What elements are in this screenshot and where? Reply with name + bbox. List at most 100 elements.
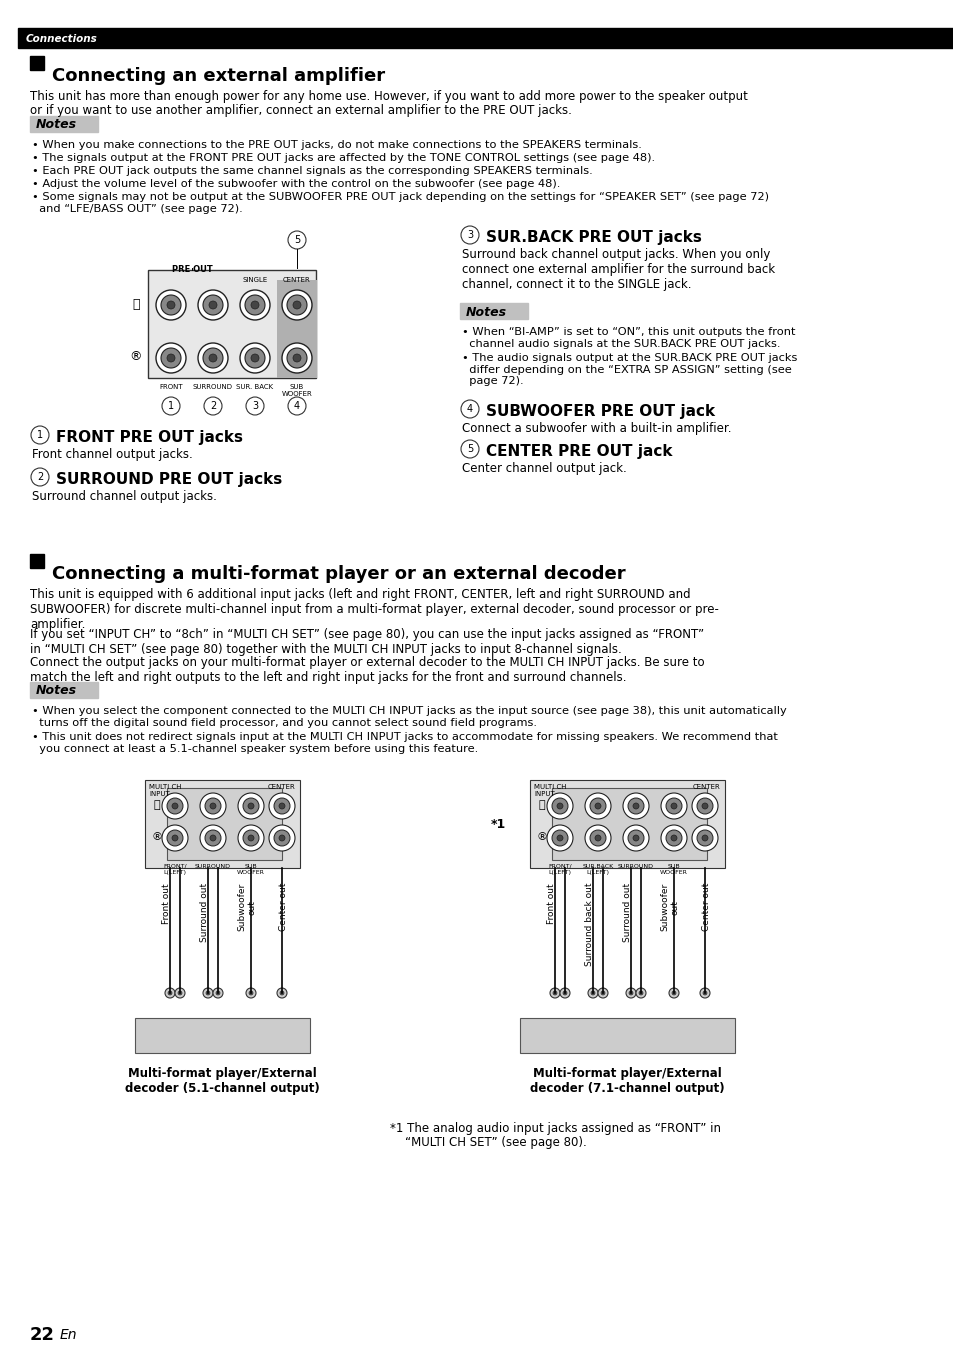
Circle shape xyxy=(237,825,264,851)
Circle shape xyxy=(246,398,264,415)
Circle shape xyxy=(174,988,185,998)
Circle shape xyxy=(622,793,648,820)
Text: • When you select the component connected to the MULTI CH INPUT jacks as the inp: • When you select the component connecte… xyxy=(32,706,786,728)
Circle shape xyxy=(198,342,228,373)
Text: Connect a subwoofer with a built-in amplifier.: Connect a subwoofer with a built-in ampl… xyxy=(461,422,731,435)
Circle shape xyxy=(156,342,186,373)
Circle shape xyxy=(251,301,258,309)
Text: If you set “INPUT CH” to “8ch” in “MULTI CH SET” (see page 80), you can use the : If you set “INPUT CH” to “8ch” in “MULTI… xyxy=(30,628,703,656)
Text: Connecting an external amplifier: Connecting an external amplifier xyxy=(52,67,385,85)
Text: Front out: Front out xyxy=(162,883,172,923)
Text: FRONT/
L(LEFT): FRONT/ L(LEFT) xyxy=(548,864,571,875)
Circle shape xyxy=(162,825,188,851)
Text: 4: 4 xyxy=(466,404,473,414)
Text: • The audio signals output at the SUR.BACK PRE OUT jacks
  differ depending on t: • The audio signals output at the SUR.BA… xyxy=(461,353,797,386)
Text: Surround back out: Surround back out xyxy=(585,883,594,967)
Circle shape xyxy=(178,991,182,995)
Circle shape xyxy=(660,793,686,820)
Text: CENTER PRE OUT jack: CENTER PRE OUT jack xyxy=(485,443,672,460)
Bar xyxy=(276,280,316,377)
Circle shape xyxy=(557,834,562,841)
Text: • When you make connections to the PRE OUT jacks, do not make connections to the: • When you make connections to the PRE O… xyxy=(32,140,641,150)
Text: Center channel output jack.: Center channel output jack. xyxy=(461,462,626,474)
Circle shape xyxy=(660,825,686,851)
Text: Subwoofer
out: Subwoofer out xyxy=(659,883,679,931)
Text: Surround out: Surround out xyxy=(623,883,632,942)
Text: Center out: Center out xyxy=(279,883,288,931)
Circle shape xyxy=(460,439,478,458)
Text: or if you want to use another amplifier, connect an external amplifier to the PR: or if you want to use another amplifier,… xyxy=(30,104,571,117)
Text: • Some signals may not be output at the SUBWOOFER PRE OUT jack depending on the : • Some signals may not be output at the … xyxy=(32,191,768,213)
Text: Multi-format player/External
decoder (5.1-channel output): Multi-format player/External decoder (5.… xyxy=(125,1068,319,1095)
Circle shape xyxy=(552,798,567,814)
Circle shape xyxy=(546,793,573,820)
Circle shape xyxy=(210,834,215,841)
Bar xyxy=(30,116,98,132)
Circle shape xyxy=(670,834,677,841)
Circle shape xyxy=(557,803,562,809)
Bar xyxy=(30,554,44,568)
Text: This unit has more than enough power for any home use. However, if you want to a: This unit has more than enough power for… xyxy=(30,90,747,102)
Circle shape xyxy=(562,991,566,995)
Circle shape xyxy=(460,400,478,418)
Text: ®: ® xyxy=(536,832,547,842)
Text: Connections: Connections xyxy=(26,34,97,44)
Text: Front out: Front out xyxy=(547,883,556,923)
Text: This unit is equipped with 6 additional input jacks (left and right FRONT, CENTE: This unit is equipped with 6 additional … xyxy=(30,588,719,631)
Circle shape xyxy=(278,834,285,841)
Circle shape xyxy=(162,793,188,820)
Circle shape xyxy=(668,988,679,998)
Circle shape xyxy=(167,830,183,847)
Circle shape xyxy=(460,226,478,244)
Circle shape xyxy=(161,348,181,368)
Circle shape xyxy=(550,988,559,998)
Circle shape xyxy=(280,991,284,995)
Text: Notes: Notes xyxy=(36,685,77,697)
Circle shape xyxy=(691,793,718,820)
Circle shape xyxy=(700,988,709,998)
Text: • The signals output at the FRONT PRE OUT jacks are affected by the TONE CONTROL: • The signals output at the FRONT PRE OU… xyxy=(32,154,655,163)
Text: Connecting a multi-format player or an external decoder: Connecting a multi-format player or an e… xyxy=(52,565,625,582)
Bar xyxy=(145,780,299,868)
Circle shape xyxy=(633,803,639,809)
Circle shape xyxy=(276,988,287,998)
Circle shape xyxy=(243,830,258,847)
Text: 3: 3 xyxy=(466,231,473,240)
Text: Ⓛ: Ⓛ xyxy=(132,298,139,310)
Circle shape xyxy=(287,295,307,315)
Circle shape xyxy=(589,830,605,847)
Circle shape xyxy=(248,834,253,841)
Circle shape xyxy=(245,348,265,368)
Circle shape xyxy=(206,991,210,995)
Circle shape xyxy=(636,988,645,998)
Text: Ⓛ: Ⓛ xyxy=(538,799,545,810)
Text: Subwoofer
out: Subwoofer out xyxy=(237,883,256,931)
Circle shape xyxy=(665,830,681,847)
Text: Center out: Center out xyxy=(701,883,711,931)
Bar xyxy=(18,28,953,49)
Circle shape xyxy=(546,825,573,851)
Text: Surround back channel output jacks. When you only
connect one external amplifier: Surround back channel output jacks. When… xyxy=(461,248,774,291)
Circle shape xyxy=(251,355,258,363)
Bar xyxy=(30,682,98,698)
Bar xyxy=(459,303,527,319)
Circle shape xyxy=(269,825,294,851)
Circle shape xyxy=(249,991,253,995)
Circle shape xyxy=(587,988,598,998)
Circle shape xyxy=(167,355,174,363)
Circle shape xyxy=(559,988,569,998)
Circle shape xyxy=(595,803,600,809)
Text: MULTI CH
INPUT: MULTI CH INPUT xyxy=(149,785,181,797)
Circle shape xyxy=(172,803,178,809)
Text: CENTER: CENTER xyxy=(283,276,311,283)
Text: MULTI CH
INPUT: MULTI CH INPUT xyxy=(534,785,566,797)
Bar xyxy=(552,789,706,860)
Text: SURROUND: SURROUND xyxy=(618,864,654,869)
Circle shape xyxy=(590,991,595,995)
Circle shape xyxy=(627,830,643,847)
Circle shape xyxy=(240,342,270,373)
Text: • Adjust the volume level of the subwoofer with the control on the subwoofer (se: • Adjust the volume level of the subwoof… xyxy=(32,179,559,189)
Circle shape xyxy=(203,988,213,998)
Circle shape xyxy=(246,988,255,998)
Circle shape xyxy=(552,830,567,847)
